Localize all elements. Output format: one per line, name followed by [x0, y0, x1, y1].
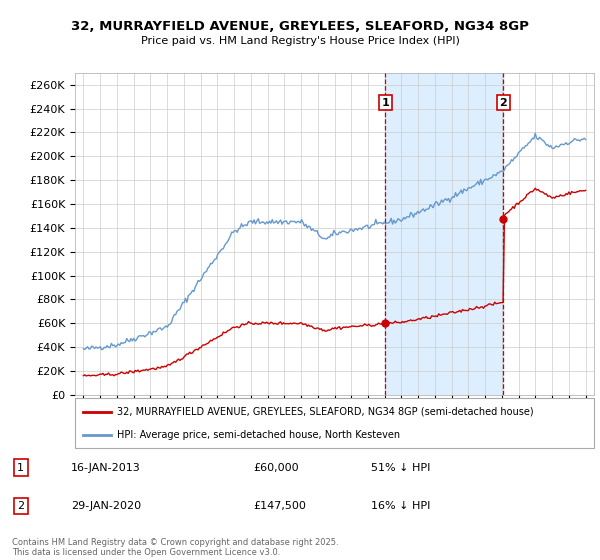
Text: 2: 2 [499, 97, 507, 108]
Text: £147,500: £147,500 [253, 501, 306, 511]
Text: 32, MURRAYFIELD AVENUE, GREYLEES, SLEAFORD, NG34 8GP: 32, MURRAYFIELD AVENUE, GREYLEES, SLEAFO… [71, 20, 529, 32]
Text: 16-JAN-2013: 16-JAN-2013 [71, 463, 140, 473]
Text: Price paid vs. HM Land Registry's House Price Index (HPI): Price paid vs. HM Land Registry's House … [140, 36, 460, 46]
Text: 16% ↓ HPI: 16% ↓ HPI [371, 501, 430, 511]
FancyBboxPatch shape [75, 398, 594, 448]
Text: 29-JAN-2020: 29-JAN-2020 [71, 501, 141, 511]
Bar [385, 73, 503, 395]
Text: 1: 1 [382, 97, 389, 108]
Text: £60,000: £60,000 [253, 463, 299, 473]
Text: Contains HM Land Registry data © Crown copyright and database right 2025.
This d: Contains HM Land Registry data © Crown c… [12, 538, 338, 557]
Text: 32, MURRAYFIELD AVENUE, GREYLEES, SLEAFORD, NG34 8GP (semi-detached house): 32, MURRAYFIELD AVENUE, GREYLEES, SLEAFO… [116, 407, 533, 417]
Text: 1: 1 [17, 463, 24, 473]
Text: 51% ↓ HPI: 51% ↓ HPI [371, 463, 430, 473]
Text: 2: 2 [17, 501, 24, 511]
Text: HPI: Average price, semi-detached house, North Kesteven: HPI: Average price, semi-detached house,… [116, 431, 400, 440]
